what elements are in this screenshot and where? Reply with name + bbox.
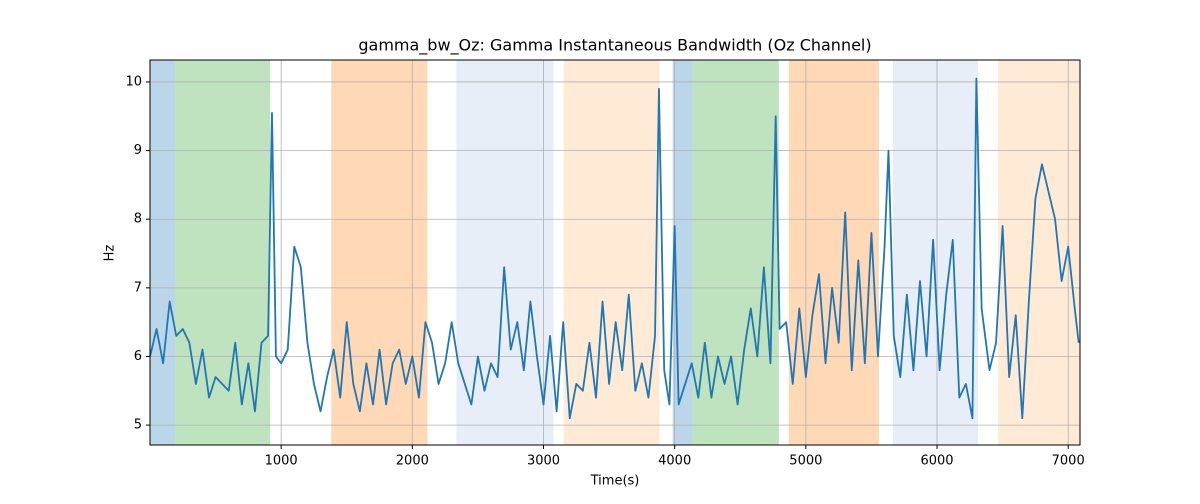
- span: [331, 60, 428, 445]
- y-tick-label: 10: [125, 74, 142, 89]
- span: [150, 60, 175, 445]
- x-tick-label: 4000: [658, 454, 691, 469]
- x-tick-label: 3000: [527, 454, 560, 469]
- plot-frame: [149, 59, 1081, 446]
- span: [788, 60, 879, 445]
- y-axis-label: Hz: [103, 245, 118, 262]
- chart-title: gamma_bw_Oz: Gamma Instantaneous Bandwid…: [358, 36, 871, 56]
- x-axis-label: Time(s): [590, 474, 640, 489]
- span: [174, 60, 271, 445]
- y-tick-label: 9: [134, 143, 142, 158]
- x-tick-label: 2000: [396, 454, 429, 469]
- x-tick-label: 7000: [1052, 454, 1085, 469]
- span: [456, 60, 554, 445]
- y-tick-label: 5: [134, 418, 142, 433]
- span: [892, 60, 979, 445]
- y-tick-label: 8: [134, 212, 142, 227]
- x-tick-label: 5000: [789, 454, 822, 469]
- span: [563, 60, 660, 445]
- y-tick-label: 7: [134, 280, 142, 295]
- span: [692, 60, 779, 445]
- x-tick-label: 1000: [265, 454, 298, 469]
- x-tick-label: 6000: [920, 454, 953, 469]
- y-tick-label: 6: [134, 349, 142, 364]
- line: [149, 77, 1080, 420]
